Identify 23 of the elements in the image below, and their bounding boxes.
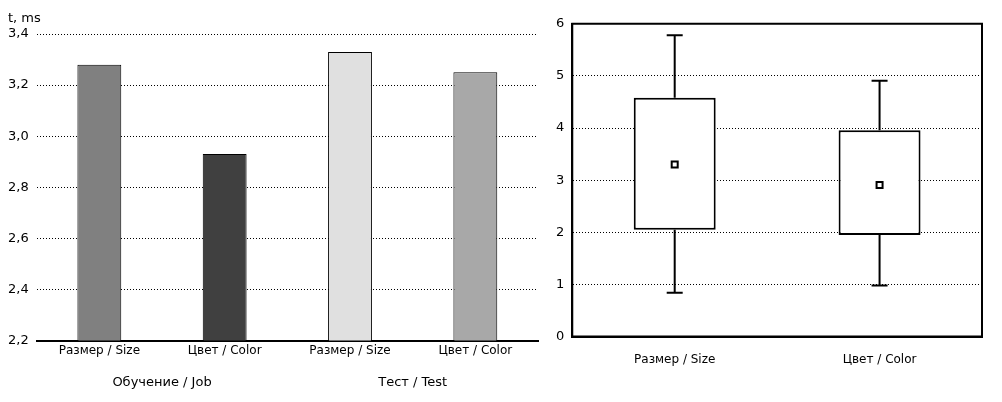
y-tick-label: 4 (555, 119, 565, 135)
y-tick-label: 2,8 (7, 178, 29, 194)
y-tick-label: 3,0 (7, 127, 29, 143)
text: Обучение / Job (112, 374, 212, 390)
y-tick-label: 3,2 (7, 76, 29, 92)
y-tick-label: 3,4 (7, 25, 29, 41)
y-tick-label: 0 (555, 327, 565, 343)
y-tick-label: 2,4 (7, 280, 29, 296)
y-tick-label: 5 (555, 67, 565, 83)
x-tick-label: Цвет / Color (187, 342, 262, 357)
y-tick-label: 2 (555, 223, 565, 239)
y-axis-title: t, ms (8, 9, 42, 25)
y-tick-label: 6 (555, 15, 565, 31)
x-tick-label: Цвет / Color (842, 351, 917, 366)
text: Тест / Test (377, 374, 448, 390)
y-tick-label: 3 (555, 171, 565, 187)
x-tick-label: Цвет / Color (438, 342, 513, 357)
x-tick-label: Размер / Size (309, 342, 391, 357)
y-tick-label: 2,2 (7, 331, 29, 347)
x-tick-label: Размер / Size (634, 351, 716, 366)
y-tick-label: 1 (555, 275, 565, 291)
y-tick-label: 2,6 (7, 229, 29, 245)
x-tick-label: Размер / Size (58, 342, 140, 357)
